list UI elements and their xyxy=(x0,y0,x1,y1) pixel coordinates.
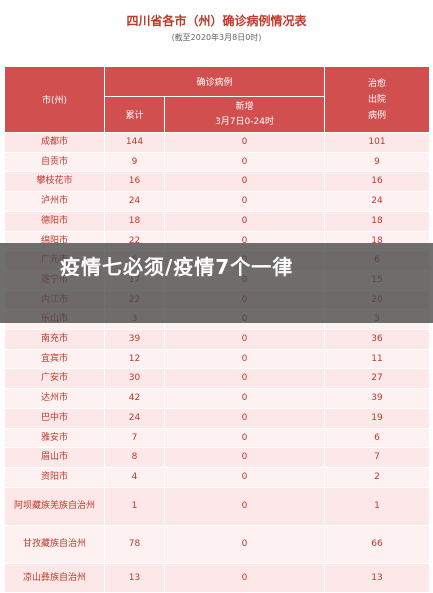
cell-cum: 7 xyxy=(104,427,165,449)
header-new-line1: 新增 xyxy=(235,101,254,112)
table-row: 资阳市 4 0 2 xyxy=(4,466,431,488)
cell-new: 0 xyxy=(163,151,326,173)
table-row: 阿坝藏族羌族自治州 1 0 1 xyxy=(4,486,431,526)
cell-city: 凉山彝族自治州 xyxy=(4,562,105,593)
cell-cured: 24 xyxy=(324,191,431,212)
cell-cum: 39 xyxy=(104,329,165,350)
table-row: 达州市 42 0 39 xyxy=(4,388,431,409)
cell-cured: 13 xyxy=(324,562,431,593)
overlay-text: 疫情七必须/疫情7个一律 xyxy=(60,255,294,279)
table-title: 四川省各市（州）确诊病例情况表 xyxy=(126,14,307,28)
cell-cum: 1 xyxy=(104,486,165,526)
table-row: 成都市 144 0 101 xyxy=(4,132,431,153)
cell-city: 南充市 xyxy=(4,329,105,350)
cell-city: 成都市 xyxy=(4,132,105,153)
cell-city: 自贡市 xyxy=(4,151,105,173)
table-row: 眉山市 8 0 7 xyxy=(4,447,431,468)
cell-new: 0 xyxy=(163,407,326,429)
cell-cum: 12 xyxy=(104,348,165,370)
cell-cured: 9 xyxy=(324,151,431,173)
cell-city: 宜宾市 xyxy=(4,348,105,370)
cell-new: 0 xyxy=(163,427,326,449)
cell-cum: 18 xyxy=(104,210,165,232)
cell-city: 广安市 xyxy=(4,368,105,390)
cell-cum: 78 xyxy=(104,524,165,564)
cell-cum: 8 xyxy=(104,447,165,468)
overlay-banner xyxy=(0,243,433,323)
table-row: 自贡市 9 0 9 xyxy=(4,151,431,173)
table-row: 泸州市 24 0 24 xyxy=(4,191,431,212)
cell-city: 攀枝花市 xyxy=(4,171,105,193)
table-row: 广安市 30 0 27 xyxy=(4,368,431,390)
cell-cured: 7 xyxy=(324,447,431,468)
cell-city: 巴中市 xyxy=(4,407,105,429)
cell-cured: 66 xyxy=(324,524,431,564)
cell-new: 0 xyxy=(163,210,326,232)
cell-city: 达州市 xyxy=(4,388,105,409)
cell-cum: 30 xyxy=(104,368,165,390)
header-cured-line2: 出院 xyxy=(368,94,387,105)
cell-city: 泸州市 xyxy=(4,191,105,212)
cell-new: 0 xyxy=(163,388,326,409)
table-row: 宜宾市 12 0 11 xyxy=(4,348,431,370)
cell-new: 0 xyxy=(163,524,326,564)
cell-city: 雅安市 xyxy=(4,427,105,449)
cell-cum: 144 xyxy=(104,132,165,153)
cell-new: 0 xyxy=(163,466,326,488)
header-city: 市(州) xyxy=(4,66,105,133)
case-table-container: 市(州) 确诊病例 治愈 出院 病例 累计 新增 3月7日0-24时 成都市 14… xyxy=(4,66,431,593)
cell-cum: 13 xyxy=(104,562,165,593)
table-row: 凉山彝族自治州 13 0 13 xyxy=(4,562,431,593)
cell-cured: 16 xyxy=(324,171,431,193)
cell-cured: 36 xyxy=(324,329,431,350)
cell-city: 德阳市 xyxy=(4,210,105,232)
cell-cured: 19 xyxy=(324,407,431,429)
header-cured-line3: 病例 xyxy=(368,110,387,121)
cell-new: 0 xyxy=(163,329,326,350)
cell-cum: 4 xyxy=(104,466,165,488)
header-cumulative: 累计 xyxy=(104,96,165,133)
cell-new: 0 xyxy=(163,348,326,370)
table-row: 巴中市 24 0 19 xyxy=(4,407,431,429)
cell-cured: 2 xyxy=(324,466,431,488)
table-body: 成都市 144 0 101 自贡市 9 0 9 攀枝花市 16 0 16 泸州市 24 0 24 德阳市 18 0 1… xyxy=(4,132,431,593)
cell-city: 资阳市 xyxy=(4,466,105,488)
table-row: 德阳市 18 0 18 xyxy=(4,210,431,232)
table-row: 雅安市 7 0 6 xyxy=(4,427,431,449)
cell-new: 0 xyxy=(163,368,326,390)
cell-cured: 101 xyxy=(324,132,431,153)
header-confirmed: 确诊病例 xyxy=(103,66,326,97)
header-cured-line1: 治愈 xyxy=(368,78,387,89)
table-row: 攀枝花市 16 0 16 xyxy=(4,171,431,193)
cell-new: 0 xyxy=(163,486,326,526)
cell-cured: 39 xyxy=(324,388,431,409)
cell-cum: 24 xyxy=(104,407,165,429)
header-cured: 治愈 出院 病例 xyxy=(324,66,431,133)
cell-cum: 24 xyxy=(104,191,165,212)
table-row: 南充市 39 0 36 xyxy=(4,329,431,350)
cell-new: 0 xyxy=(163,171,326,193)
cell-new: 0 xyxy=(163,191,326,212)
table-subtitle: (截至2020年3月8日0时) xyxy=(171,33,262,42)
cell-city: 甘孜藏族自治州 xyxy=(4,524,105,564)
table-row: 甘孜藏族自治州 78 0 66 xyxy=(4,524,431,564)
cell-cured: 6 xyxy=(324,427,431,449)
cell-cum: 16 xyxy=(104,171,165,193)
cell-cured: 11 xyxy=(324,348,431,370)
cell-city: 阿坝藏族羌族自治州 xyxy=(4,486,105,526)
cell-cured: 18 xyxy=(324,210,431,232)
cell-cured: 27 xyxy=(324,368,431,390)
cell-city: 眉山市 xyxy=(4,447,105,468)
cell-new: 0 xyxy=(163,562,326,593)
cell-cured: 1 xyxy=(324,486,431,526)
header-new: 新增 3月7日0-24时 xyxy=(163,96,326,133)
cell-cum: 9 xyxy=(104,151,165,173)
cell-new: 0 xyxy=(163,132,326,153)
cell-new: 0 xyxy=(163,447,326,468)
header-new-line2: 3月7日0-24时 xyxy=(215,116,274,127)
cell-cum: 42 xyxy=(104,388,165,409)
case-table: 市(州) 确诊病例 治愈 出院 病例 累计 新增 3月7日0-24时 成都市 14… xyxy=(4,66,431,593)
